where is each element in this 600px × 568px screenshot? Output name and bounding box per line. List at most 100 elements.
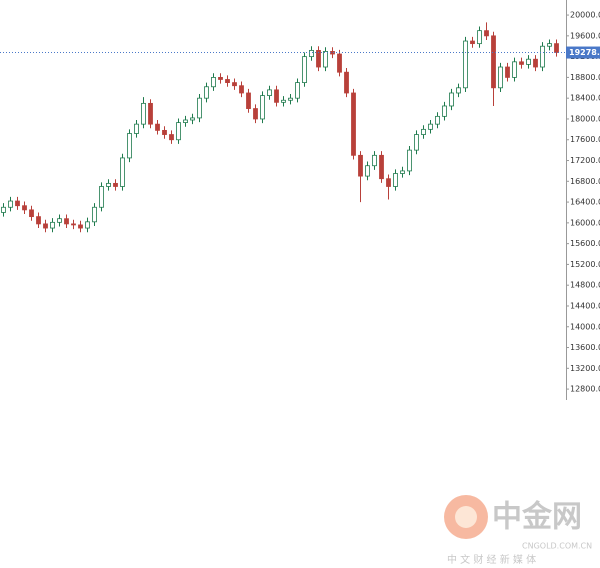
candle-body [463, 40, 468, 89]
y-tick-label: 17600.0 [570, 135, 600, 144]
candle-body [57, 218, 62, 223]
candle-body [239, 85, 244, 94]
candle-body [1, 206, 6, 213]
y-tick-label: 16000.0 [570, 218, 600, 227]
y-tick-label: 14800.0 [570, 281, 600, 290]
candle-body [204, 86, 209, 99]
candle-body [505, 66, 510, 78]
candle-body [232, 82, 237, 87]
candle-body [71, 223, 76, 226]
candle-body [176, 122, 181, 141]
watermark-site: CNGOLD.COM.CN [522, 542, 592, 551]
candle-body [267, 89, 272, 96]
candle-body [386, 178, 391, 187]
candle-body [365, 165, 370, 177]
candle-body [484, 30, 489, 37]
y-tick-label: 18000.0 [570, 114, 600, 123]
candle-body [351, 92, 356, 156]
candle-body [78, 224, 83, 229]
candle-body [169, 134, 174, 141]
candle-body [99, 186, 104, 208]
candle-body [540, 45, 545, 68]
candle-body [141, 102, 146, 125]
y-tick-label: 12800.0 [570, 385, 600, 394]
candle-body [36, 216, 41, 225]
candle-body [379, 154, 384, 180]
candle-body [435, 115, 440, 125]
candle-body [162, 129, 167, 135]
candle-body [309, 49, 314, 58]
y-tick-label: 18800.0 [570, 73, 600, 82]
last-price-badge [566, 46, 600, 59]
y-tick-label: 13200.0 [570, 364, 600, 373]
candle-body [127, 133, 132, 159]
candle-body [344, 71, 349, 94]
candle-body [526, 58, 531, 65]
candle-body [316, 49, 321, 68]
candle-body [29, 209, 34, 218]
last-price-label: 19278.7 [569, 48, 600, 57]
candle-body [372, 154, 377, 167]
candle-body [183, 119, 188, 123]
y-tick-label: 15200.0 [570, 260, 600, 269]
candle-body [337, 53, 342, 73]
candle-body [253, 108, 258, 120]
candle-body [225, 79, 230, 83]
candle-body [498, 66, 503, 89]
candle-body [8, 200, 13, 208]
candle-body [288, 97, 293, 101]
candle-body [218, 77, 223, 80]
candle-body [15, 200, 20, 207]
candle-body [120, 157, 125, 187]
candle-body [134, 123, 139, 134]
y-tick-label: 14400.0 [570, 301, 600, 310]
candle-body [302, 56, 307, 83]
y-tick-label: 17200.0 [570, 156, 600, 165]
candle-body [113, 182, 118, 187]
candle-body [547, 43, 552, 47]
candle-body [22, 205, 27, 211]
y-tick-label: 16400.0 [570, 198, 600, 207]
candle-body [519, 61, 524, 65]
candle-body [358, 154, 363, 177]
candle-body [43, 223, 48, 229]
candle-body [407, 149, 412, 172]
candle-body [92, 206, 97, 223]
candle-body [155, 123, 160, 131]
y-tick-label: 15600.0 [570, 239, 600, 248]
candle-body [211, 77, 216, 88]
candle-body [281, 99, 286, 103]
candle-body [533, 58, 538, 68]
candle-body [148, 102, 153, 125]
candle-body [50, 221, 55, 229]
candle-body [260, 95, 265, 120]
candle-body [456, 87, 461, 94]
candle-body [64, 218, 69, 225]
candle-body [106, 182, 111, 187]
watermark-name: 中金网 [492, 500, 582, 535]
watermark: 中金网 CNGOLD.COM.CN 中 文 财 经 新 媒 体 [444, 495, 592, 566]
candle-body [400, 170, 405, 174]
candle-body [393, 173, 398, 187]
watermark-tagline: 中 文 财 经 新 媒 体 [447, 553, 536, 566]
candle-body [85, 221, 90, 229]
y-tick-label: 20000.0 [570, 11, 600, 20]
candle-body [554, 43, 559, 53]
candle-body [442, 105, 447, 117]
candle-body [190, 117, 195, 121]
y-tick-label: 18400.0 [570, 94, 600, 103]
candle-body [414, 134, 419, 151]
candle-body [421, 128, 426, 135]
candle-body [197, 97, 202, 119]
logo-inner [455, 506, 477, 528]
candle-body [512, 61, 517, 78]
candle-body [246, 92, 251, 109]
candle-body [428, 123, 433, 130]
candle-body [295, 82, 300, 99]
candle-body [274, 89, 279, 103]
y-tick-label: 16800.0 [570, 177, 600, 186]
y-tick-label: 13600.0 [570, 343, 600, 352]
y-tick-label: 14000.0 [570, 322, 600, 331]
candle-body [491, 35, 496, 89]
